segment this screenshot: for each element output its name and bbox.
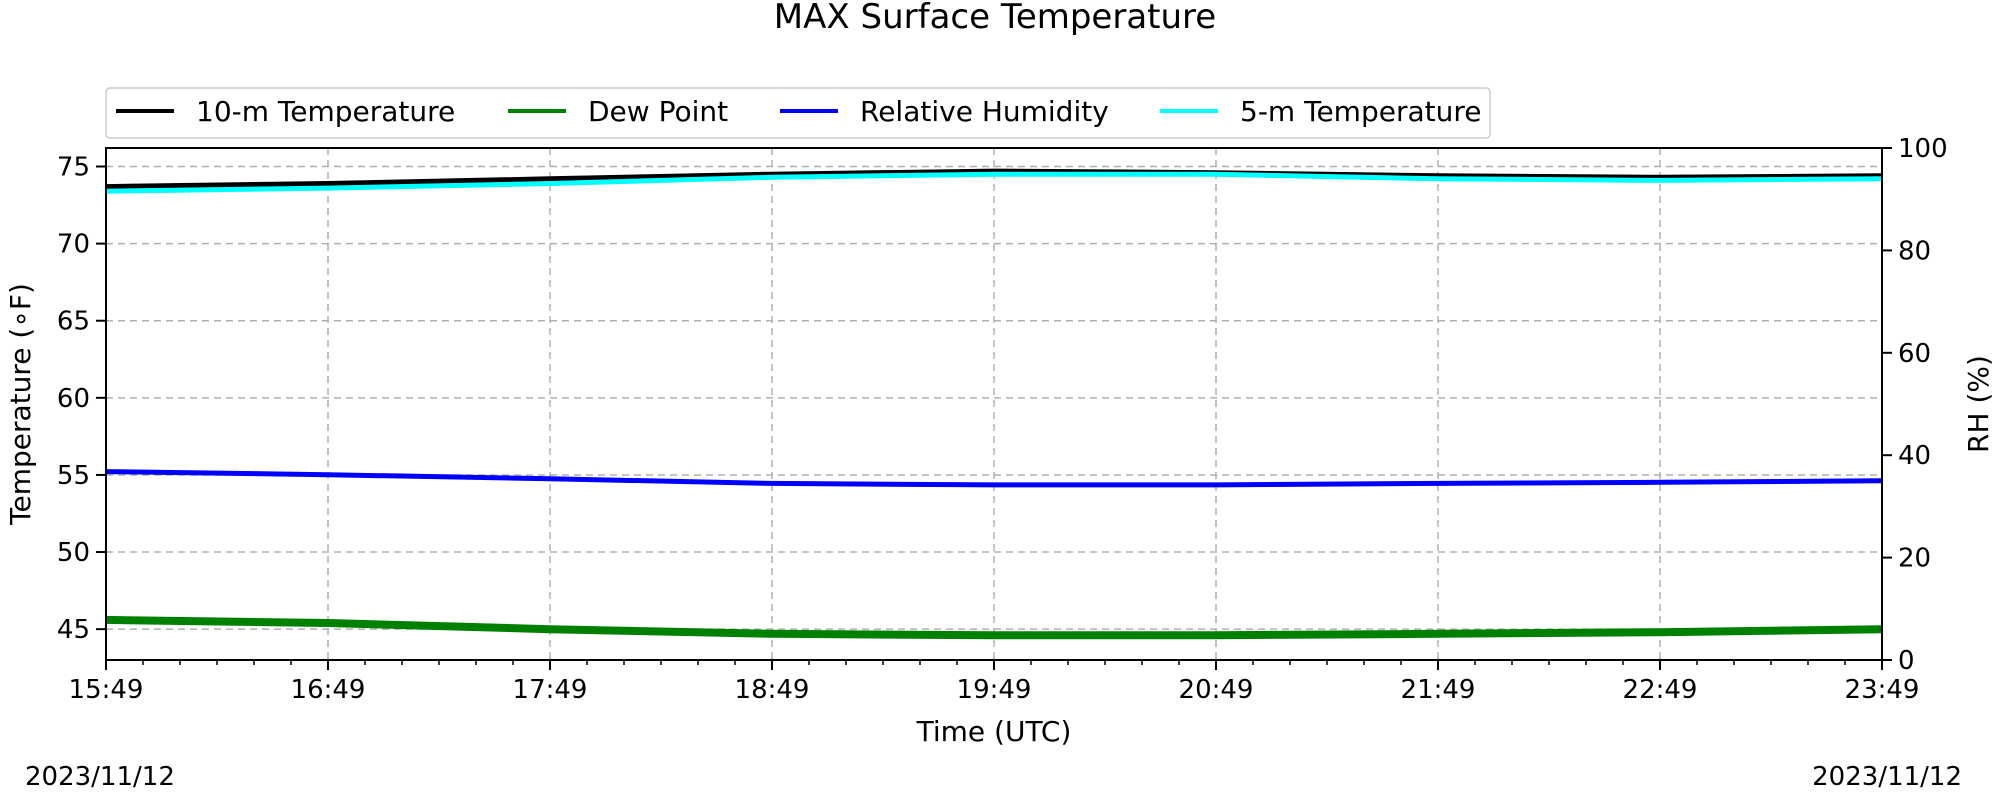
y2-tick-label: 20 [1898,544,1931,574]
x-axis-label: Time (UTC) [916,715,1072,748]
y-tick-label: 55 [57,461,90,491]
legend: 10-m Temperature Dew Point Relative Humidi… [105,87,1491,139]
legend-label: Dew Point [588,95,728,128]
y-tick-label: 65 [57,307,90,337]
x-tick-label: 19:49 [957,675,1032,705]
y2-tick-label: 60 [1898,339,1931,369]
x-tick-label: 23:49 [1845,675,1920,705]
y-axis-right: 0 20 40 60 80 100 [1882,134,1948,676]
end-date: 2023/11/12 [1812,762,1962,792]
y-tick-label: 50 [57,538,90,568]
x-tick-label: 21:49 [1401,675,1476,705]
series-line-5-m-temperature [105,171,1883,194]
y2-axis-label: RH (%) [1962,355,1995,453]
x-axis: 15:49 16:49 17:49 18:49 19:49 20:49 21:49 22:49… [69,660,1920,705]
y-tick-label: 70 [57,230,90,260]
legend-label: 5-m Temperature [1240,95,1481,128]
x-tick-label: 20:49 [1179,675,1254,705]
start-date: 2023/11/12 [25,762,175,792]
y-tick-label: 60 [57,384,90,414]
chart-title: MAX Surface Temperature [774,0,1216,37]
x-tick-label: 22:49 [1623,675,1698,705]
series-line-relative-humidity [105,469,1883,488]
y-axis-left: 45 50 55 60 65 70 75 [57,153,106,645]
y2-tick-label: 80 [1898,236,1931,266]
legend-label: Relative Humidity [860,95,1109,128]
y-tick-label: 45 [57,615,90,645]
grid-lines [106,148,1882,660]
y2-tick-label: 100 [1898,134,1948,164]
x-tick-label: 15:49 [69,675,144,705]
x-tick-label: 17:49 [513,675,588,705]
series-line-dew-point [105,615,1883,640]
y2-tick-label: 0 [1898,646,1915,676]
x-tick-label: 16:49 [291,675,366,705]
legend-label: 10-m Temperature [196,95,455,128]
y2-tick-label: 40 [1898,441,1931,471]
series-lines [105,168,1883,640]
x-tick-label: 18:49 [735,675,810,705]
y-tick-label: 75 [57,153,90,183]
y-axis-label: Temperature (∘F) [4,283,37,526]
series-line-10-m-temperature [105,168,1883,190]
